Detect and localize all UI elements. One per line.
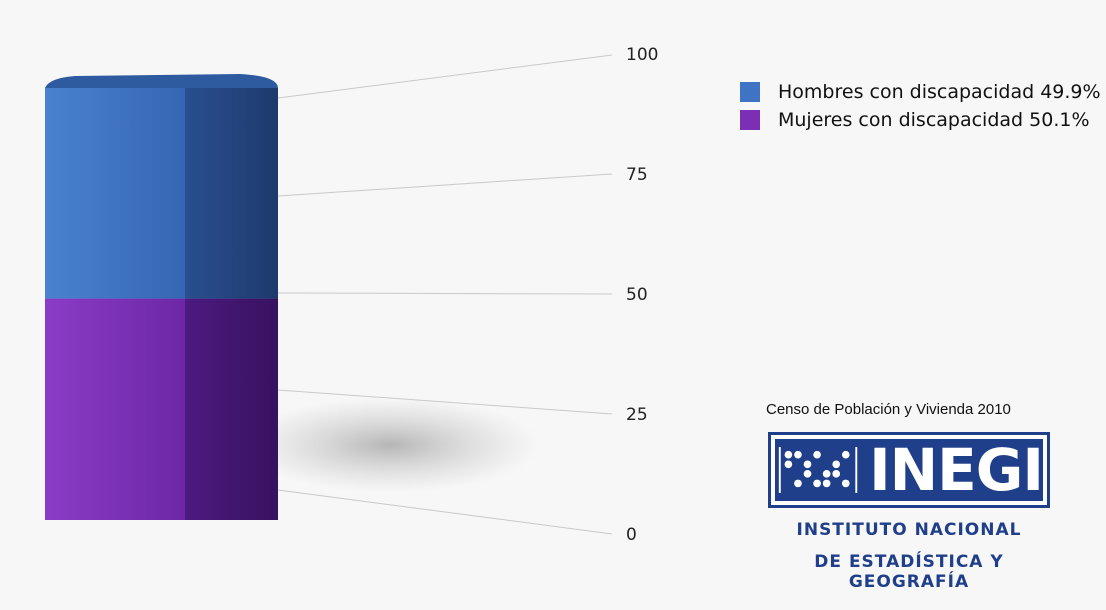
gridline-0	[277, 489, 613, 535]
y-tick-label-25: 25	[626, 405, 648, 425]
legend-swatch-hombres	[740, 82, 760, 102]
gridline-50	[277, 292, 613, 295]
logo-word: INEGI	[869, 436, 1044, 504]
y-tick-label-50: 50	[626, 285, 648, 305]
logo-line-1: INSTITUTO NACIONAL	[796, 520, 1022, 540]
gridline-75	[277, 173, 613, 197]
bars	[45, 74, 278, 520]
bar-segment-front-1	[45, 88, 185, 299]
bar-segment-front-0	[45, 298, 185, 520]
y-tick-label-100: 100	[626, 45, 658, 65]
legend-item-hombres: Hombres con discapacidad 49.9%	[740, 78, 1101, 106]
gridline-25	[277, 389, 613, 415]
y-tick-label-0: 0	[626, 525, 637, 545]
y-axis-ticks: 0 25 50 75 100	[626, 45, 658, 545]
gridline-100	[277, 54, 613, 99]
bar-segment-side-1	[185, 88, 278, 299]
bar-segment-side-0	[185, 298, 278, 520]
legend-swatch-mujeres	[740, 110, 760, 130]
legend-label-hombres: Hombres con discapacidad 49.9%	[778, 81, 1101, 103]
abacus-icon	[778, 447, 858, 493]
y-tick-label-75: 75	[626, 165, 648, 185]
inegi-logo: INEGI	[768, 432, 1050, 508]
stacked-bar-chart: 0 25 50 75 100	[45, 45, 658, 545]
legend-item-mujeres: Mujeres con discapacidad 50.1%	[740, 106, 1101, 134]
legend-label-mujeres: Mujeres con discapacidad 50.1%	[778, 109, 1090, 131]
legend: Hombres con discapacidad 49.9% Mujeres c…	[740, 78, 1101, 134]
logo-line-2: DE ESTADÍSTICA Y GEOGRAFÍA	[814, 552, 1004, 592]
bar-shadow	[240, 397, 540, 493]
gridlines	[277, 54, 613, 535]
bar-top-cap	[45, 74, 278, 88]
source-note: Censo de Población y Vivienda 2010	[766, 401, 1011, 418]
